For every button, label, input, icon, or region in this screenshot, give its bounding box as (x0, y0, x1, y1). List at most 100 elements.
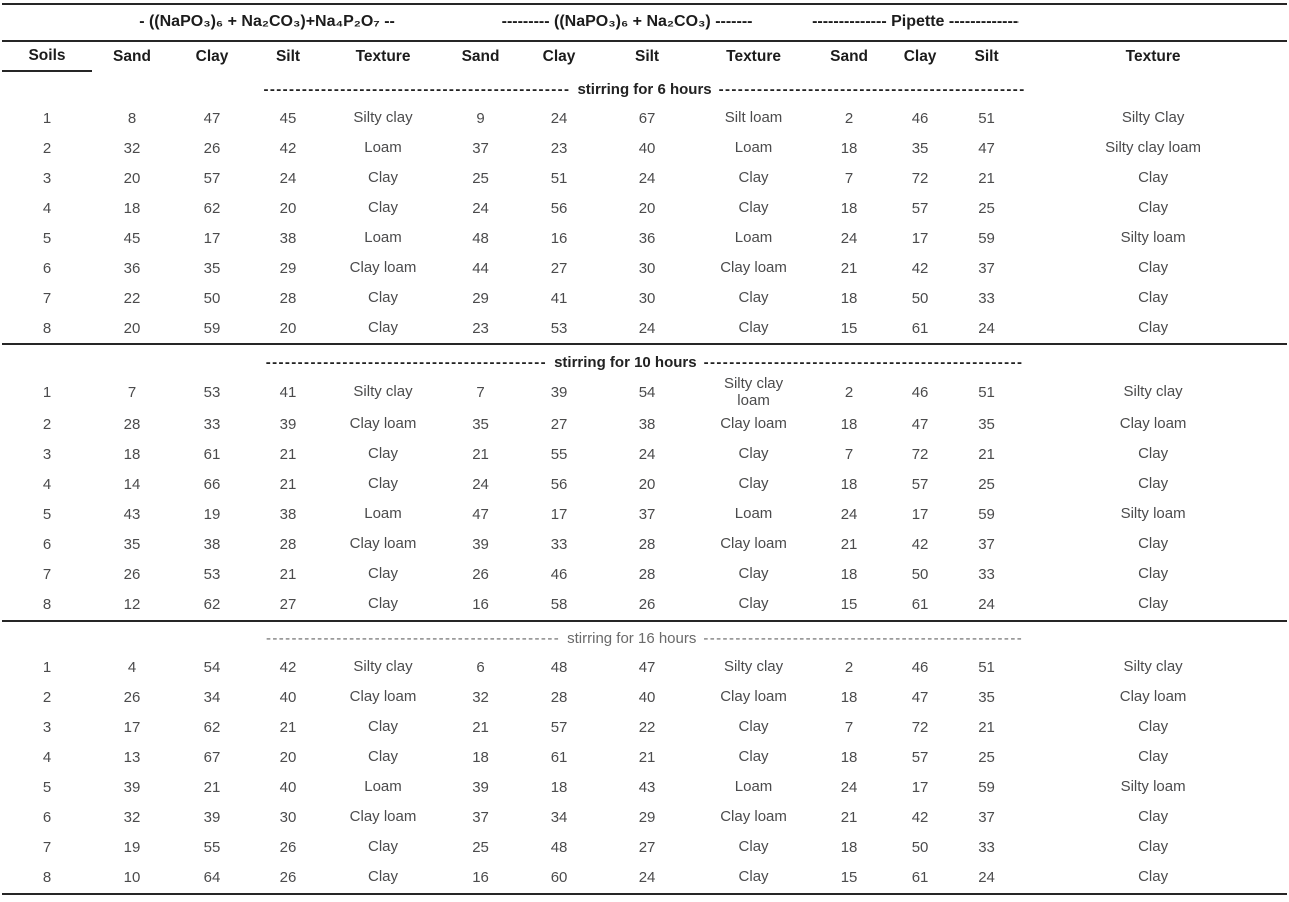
fraction-value-cell: 23 (472, 319, 489, 337)
section-dashes-right: ----------------------------------------… (703, 630, 1024, 648)
fraction-value-cell: 39 (123, 779, 141, 797)
fraction-value-cell: 25 (978, 476, 995, 494)
fraction-value-cell: 45 (123, 229, 141, 247)
texture-cell: Clay (1138, 258, 1169, 276)
texture-cell: Clay (368, 168, 399, 186)
soil-number-cell: 2 (42, 689, 52, 707)
method-spanner-row: - ((NaPO₃)₆ + Na₂CO₃)+Na₄P₂O₇ -- -------… (2, 4, 1288, 42)
fraction-value-cell: 32 (123, 139, 141, 157)
fraction-value-cell: 21 (472, 719, 489, 737)
fraction-value-cell: 24 (638, 319, 656, 337)
fraction-value-cell: 53 (203, 566, 221, 584)
texture-cell: Clay (1138, 288, 1169, 306)
texture-cell: Clay (368, 445, 399, 463)
fraction-value-cell: 50 (911, 289, 929, 307)
fraction-value-cell: 39 (550, 384, 568, 402)
fraction-value-cell: 20 (279, 199, 297, 217)
column-header-sand-1: Sand (113, 47, 151, 65)
texture-cell: Silty clay loam (723, 376, 784, 409)
texture-cell: Clay (738, 718, 769, 736)
fraction-value-cell: 46 (911, 659, 929, 677)
fraction-value-cell: 47 (203, 109, 221, 127)
column-header-sand-3: Sand (830, 47, 869, 65)
soil-number-cell: 1 (42, 109, 52, 127)
fraction-value-cell: 62 (203, 596, 221, 614)
section-title-label: stirring for 16 hours (567, 630, 697, 648)
texture-cell: Clay (1138, 868, 1169, 886)
fraction-value-cell: 39 (279, 416, 297, 434)
column-header-clay-2: Clay (542, 47, 576, 65)
texture-cell: Clay (368, 198, 399, 216)
fraction-value-cell: 57 (911, 749, 929, 767)
soil-number-cell: 7 (42, 289, 52, 307)
fraction-value-cell: 29 (472, 289, 489, 307)
fraction-value-cell: 21 (978, 446, 995, 464)
texture-cell: Clay loam (349, 415, 417, 433)
table-row: 2 32 26 42 Loam 37 23 40 Loam 18 35 47 Silty clay lo… (2, 133, 1287, 163)
fraction-value-cell: 18 (123, 199, 141, 217)
fraction-value-cell: 47 (978, 139, 995, 157)
column-header-silt-3: Silt (974, 47, 999, 65)
fraction-value-cell: 4 (127, 659, 137, 677)
fraction-value-cell: 23 (550, 139, 568, 157)
fraction-value-cell: 36 (123, 259, 141, 277)
texture-cell: Clay (1138, 808, 1169, 826)
fraction-value-cell: 72 (911, 446, 929, 464)
table-row: 2 28 33 39 Clay loam 35 27 38 Clay loam 18 47 35 Cla… (2, 410, 1287, 440)
fraction-value-cell: 26 (279, 869, 297, 887)
fraction-value-cell: 53 (550, 319, 568, 337)
fraction-value-cell: 61 (911, 869, 929, 887)
table-row: 4 18 62 20 Clay 24 56 20 Clay 18 57 25 Clay (2, 193, 1287, 223)
fraction-value-cell: 57 (550, 719, 568, 737)
fraction-value-cell: 25 (978, 749, 995, 767)
fraction-value-cell: 37 (638, 506, 656, 524)
fraction-value-cell: 20 (279, 319, 297, 337)
fraction-value-cell: 22 (123, 289, 141, 307)
section-header-row: ----------------------------------------… (2, 343, 1288, 376)
table-row: 6 35 38 28 Clay loam 39 33 28 Clay loam 21 42 37 Cla… (2, 530, 1287, 560)
texture-cell: Clay (368, 838, 399, 856)
fraction-value-cell: 7 (127, 384, 137, 402)
fraction-value-cell: 25 (978, 199, 995, 217)
section-dashes-left: ----------------------------------------… (265, 630, 561, 648)
fraction-value-cell: 59 (978, 229, 995, 247)
fraction-value-cell: 24 (978, 596, 995, 614)
fraction-value-cell: 35 (123, 536, 141, 554)
fraction-value-cell: 20 (279, 749, 297, 767)
fraction-value-cell: 18 (840, 566, 858, 584)
texture-cell: Loam (734, 778, 773, 796)
fraction-value-cell: 26 (638, 596, 656, 614)
section-dashes-right: ----------------------------------------… (703, 353, 1024, 371)
fraction-value-cell: 30 (638, 289, 656, 307)
soil-number-cell: 2 (42, 139, 52, 157)
fraction-value-cell: 62 (203, 719, 221, 737)
fraction-value-cell: 40 (638, 689, 656, 707)
fraction-value-cell: 29 (638, 809, 656, 827)
texture-cell: Silty loam (1120, 505, 1186, 523)
section-header-row: ----------------------------------------… (2, 619, 1288, 653)
fraction-value-cell: 50 (911, 566, 929, 584)
texture-cell: Clay (1138, 168, 1169, 186)
fraction-value-cell: 26 (203, 139, 221, 157)
texture-cell: Clay loam (1119, 688, 1187, 706)
fraction-value-cell: 18 (840, 139, 858, 157)
fraction-value-cell: 33 (978, 566, 995, 584)
texture-cell: Clay (1138, 318, 1169, 336)
fraction-value-cell: 59 (203, 319, 221, 337)
fraction-value-cell: 46 (911, 384, 929, 402)
fraction-value-cell: 24 (978, 319, 995, 337)
fraction-value-cell: 25 (472, 839, 489, 857)
fraction-value-cell: 40 (279, 779, 297, 797)
fraction-value-cell: 40 (279, 689, 297, 707)
fraction-value-cell: 27 (279, 596, 297, 614)
column-header-row: Soils Sand Clay Silt Texture Sand Clay S… (2, 41, 1287, 72)
texture-cell: Clay (738, 475, 769, 493)
soil-number-cell: 6 (42, 536, 52, 554)
texture-cell: Clay (368, 475, 399, 493)
table-row: 4 13 67 20 Clay 18 61 21 Clay 18 57 25 Clay (2, 743, 1287, 773)
fraction-value-cell: 55 (550, 446, 568, 464)
section-dashes-right: ----------------------------------------… (718, 80, 1026, 98)
fraction-value-cell: 27 (638, 839, 656, 857)
fraction-value-cell: 25 (472, 169, 489, 187)
fraction-value-cell: 18 (840, 199, 858, 217)
